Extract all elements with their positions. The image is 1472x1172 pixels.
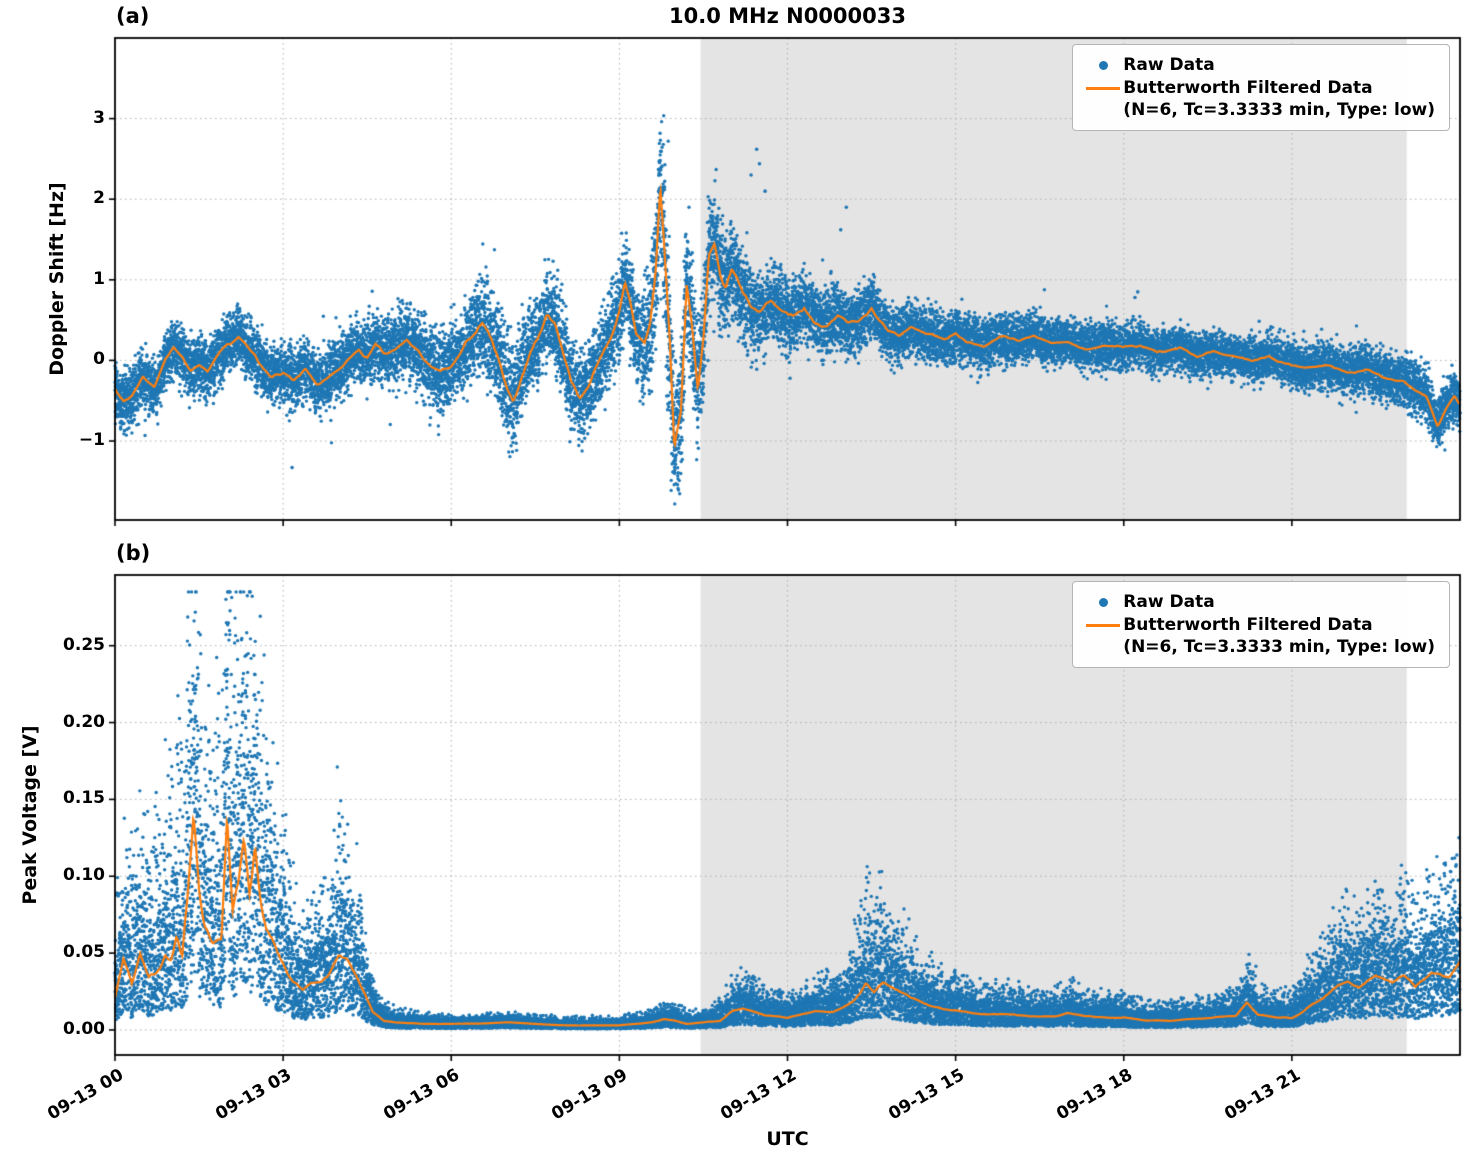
legend-raw-row: Raw Data xyxy=(1083,591,1435,613)
x-axis-label: UTC xyxy=(766,1128,809,1150)
panel-a-y-tick-label: 2 xyxy=(93,188,105,209)
panel-b-y-tick-label: 0.00 xyxy=(63,1018,105,1039)
legend-raw-label: Raw Data xyxy=(1123,55,1215,75)
legend-filtered-row: Butterworth Filtered Data (N=6, Tc=3.333… xyxy=(1083,77,1435,121)
panel-a-y-tick-label: 3 xyxy=(93,107,105,128)
panel-a-y-tick-label: 0 xyxy=(93,349,105,370)
panel-b-y-tick-label: 0.15 xyxy=(63,788,105,809)
raw-data-marker-icon xyxy=(1098,597,1108,607)
legend-raw-row: Raw Data xyxy=(1083,54,1435,76)
legend-raw-marker-cell xyxy=(1083,591,1123,613)
panel-a-y-tick-label: 1 xyxy=(93,268,105,289)
legend-filtered-marker-cell xyxy=(1083,614,1123,636)
panel-b-y-tick-label: 0.05 xyxy=(63,942,105,963)
panel-b-y-tick-label: 0.10 xyxy=(63,865,105,886)
legend-filtered-row: Butterworth Filtered Data (N=6, Tc=3.333… xyxy=(1083,614,1435,658)
filtered-line-icon xyxy=(1086,86,1121,90)
legend-filtered-sublabel: (N=6, Tc=3.3333 min, Type: low) xyxy=(1123,100,1435,120)
legend-filtered-marker-cell xyxy=(1083,77,1123,99)
legend-filtered-label: Butterworth Filtered Data xyxy=(1123,78,1373,98)
panel-b-label: (b) xyxy=(116,541,151,565)
legend-panel-b: Raw Data Butterworth Filtered Data (N=6,… xyxy=(1072,581,1450,668)
panel-b-y-tick-label: 0.20 xyxy=(63,711,105,732)
legend-filtered-label: Butterworth Filtered Data xyxy=(1123,615,1373,635)
raw-data-marker-icon xyxy=(1098,60,1108,70)
filtered-line-icon xyxy=(1086,623,1121,627)
legend-filtered-text: Butterworth Filtered Data (N=6, Tc=3.333… xyxy=(1123,77,1435,121)
panel-b-y-tick-label: 0.25 xyxy=(63,634,105,655)
panel-a-label: (a) xyxy=(116,4,150,28)
legend-panel-a: Raw Data Butterworth Filtered Data (N=6,… xyxy=(1072,44,1450,131)
legend-raw-label: Raw Data xyxy=(1123,592,1215,612)
legend-filtered-sublabel: (N=6, Tc=3.3333 min, Type: low) xyxy=(1123,637,1435,657)
figure-title: 10.0 MHz N0000033 xyxy=(669,4,906,28)
panel-a-y-tick-label: −1 xyxy=(78,430,105,450)
legend-filtered-text: Butterworth Filtered Data (N=6, Tc=3.333… xyxy=(1123,614,1435,658)
legend-raw-marker-cell xyxy=(1083,54,1123,76)
